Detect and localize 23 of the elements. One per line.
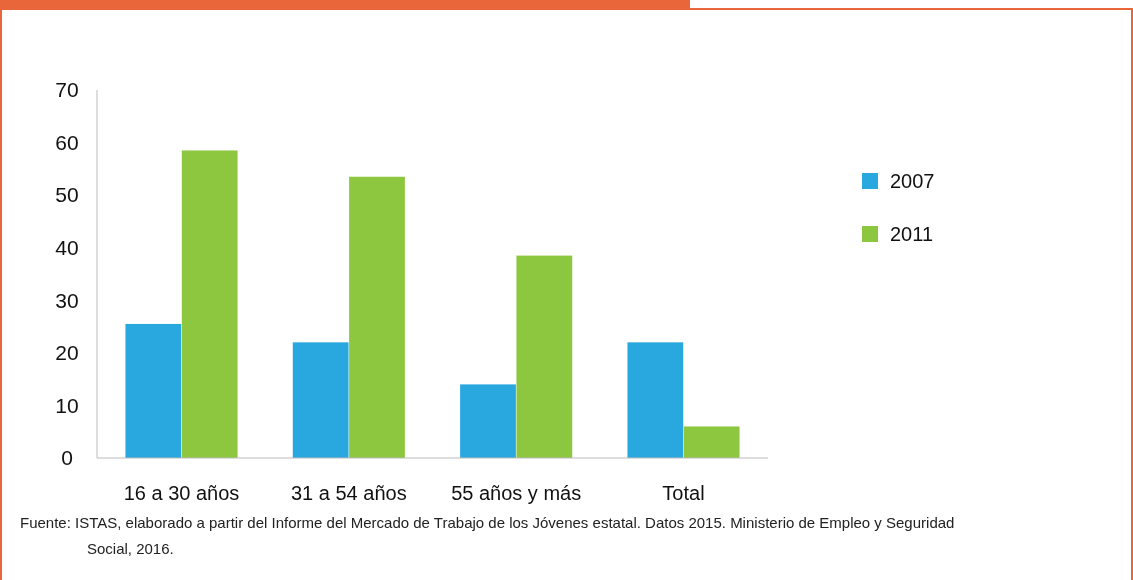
legend-label: 2011 [890, 223, 934, 245]
legend-label: 2007 [890, 170, 935, 192]
bar [292, 342, 349, 458]
x-tick-label: Total [662, 482, 705, 504]
y-tick-label: 70 [55, 78, 79, 102]
x-tick-label: 55 años y más [451, 482, 582, 504]
bar [683, 426, 740, 458]
y-tick-label: 50 [55, 183, 79, 207]
y-tick-label: 40 [55, 236, 79, 260]
bar [349, 176, 405, 458]
y-tick-label: 20 [55, 341, 79, 365]
y-tick-label: 30 [55, 288, 79, 312]
y-tick-label: 0 [61, 446, 73, 470]
bar [181, 150, 238, 458]
y-tick-label: 10 [55, 393, 79, 417]
y-tick-label: 60 [55, 130, 79, 154]
bar [125, 323, 182, 458]
bar [516, 255, 573, 458]
x-tick-label: 16 a 30 años [123, 482, 240, 504]
x-tick-label: 31 a 54 años [291, 482, 407, 504]
bar [627, 342, 684, 458]
bar [460, 384, 516, 458]
source-note: Fuente: ISTAS, elaborado a partir del Informe del Mercado de Trabajo de los Jóvenes estatal. Datos 2015. Ministerio de Empleo y Seguridad Social, 2016. [20, 514, 955, 557]
